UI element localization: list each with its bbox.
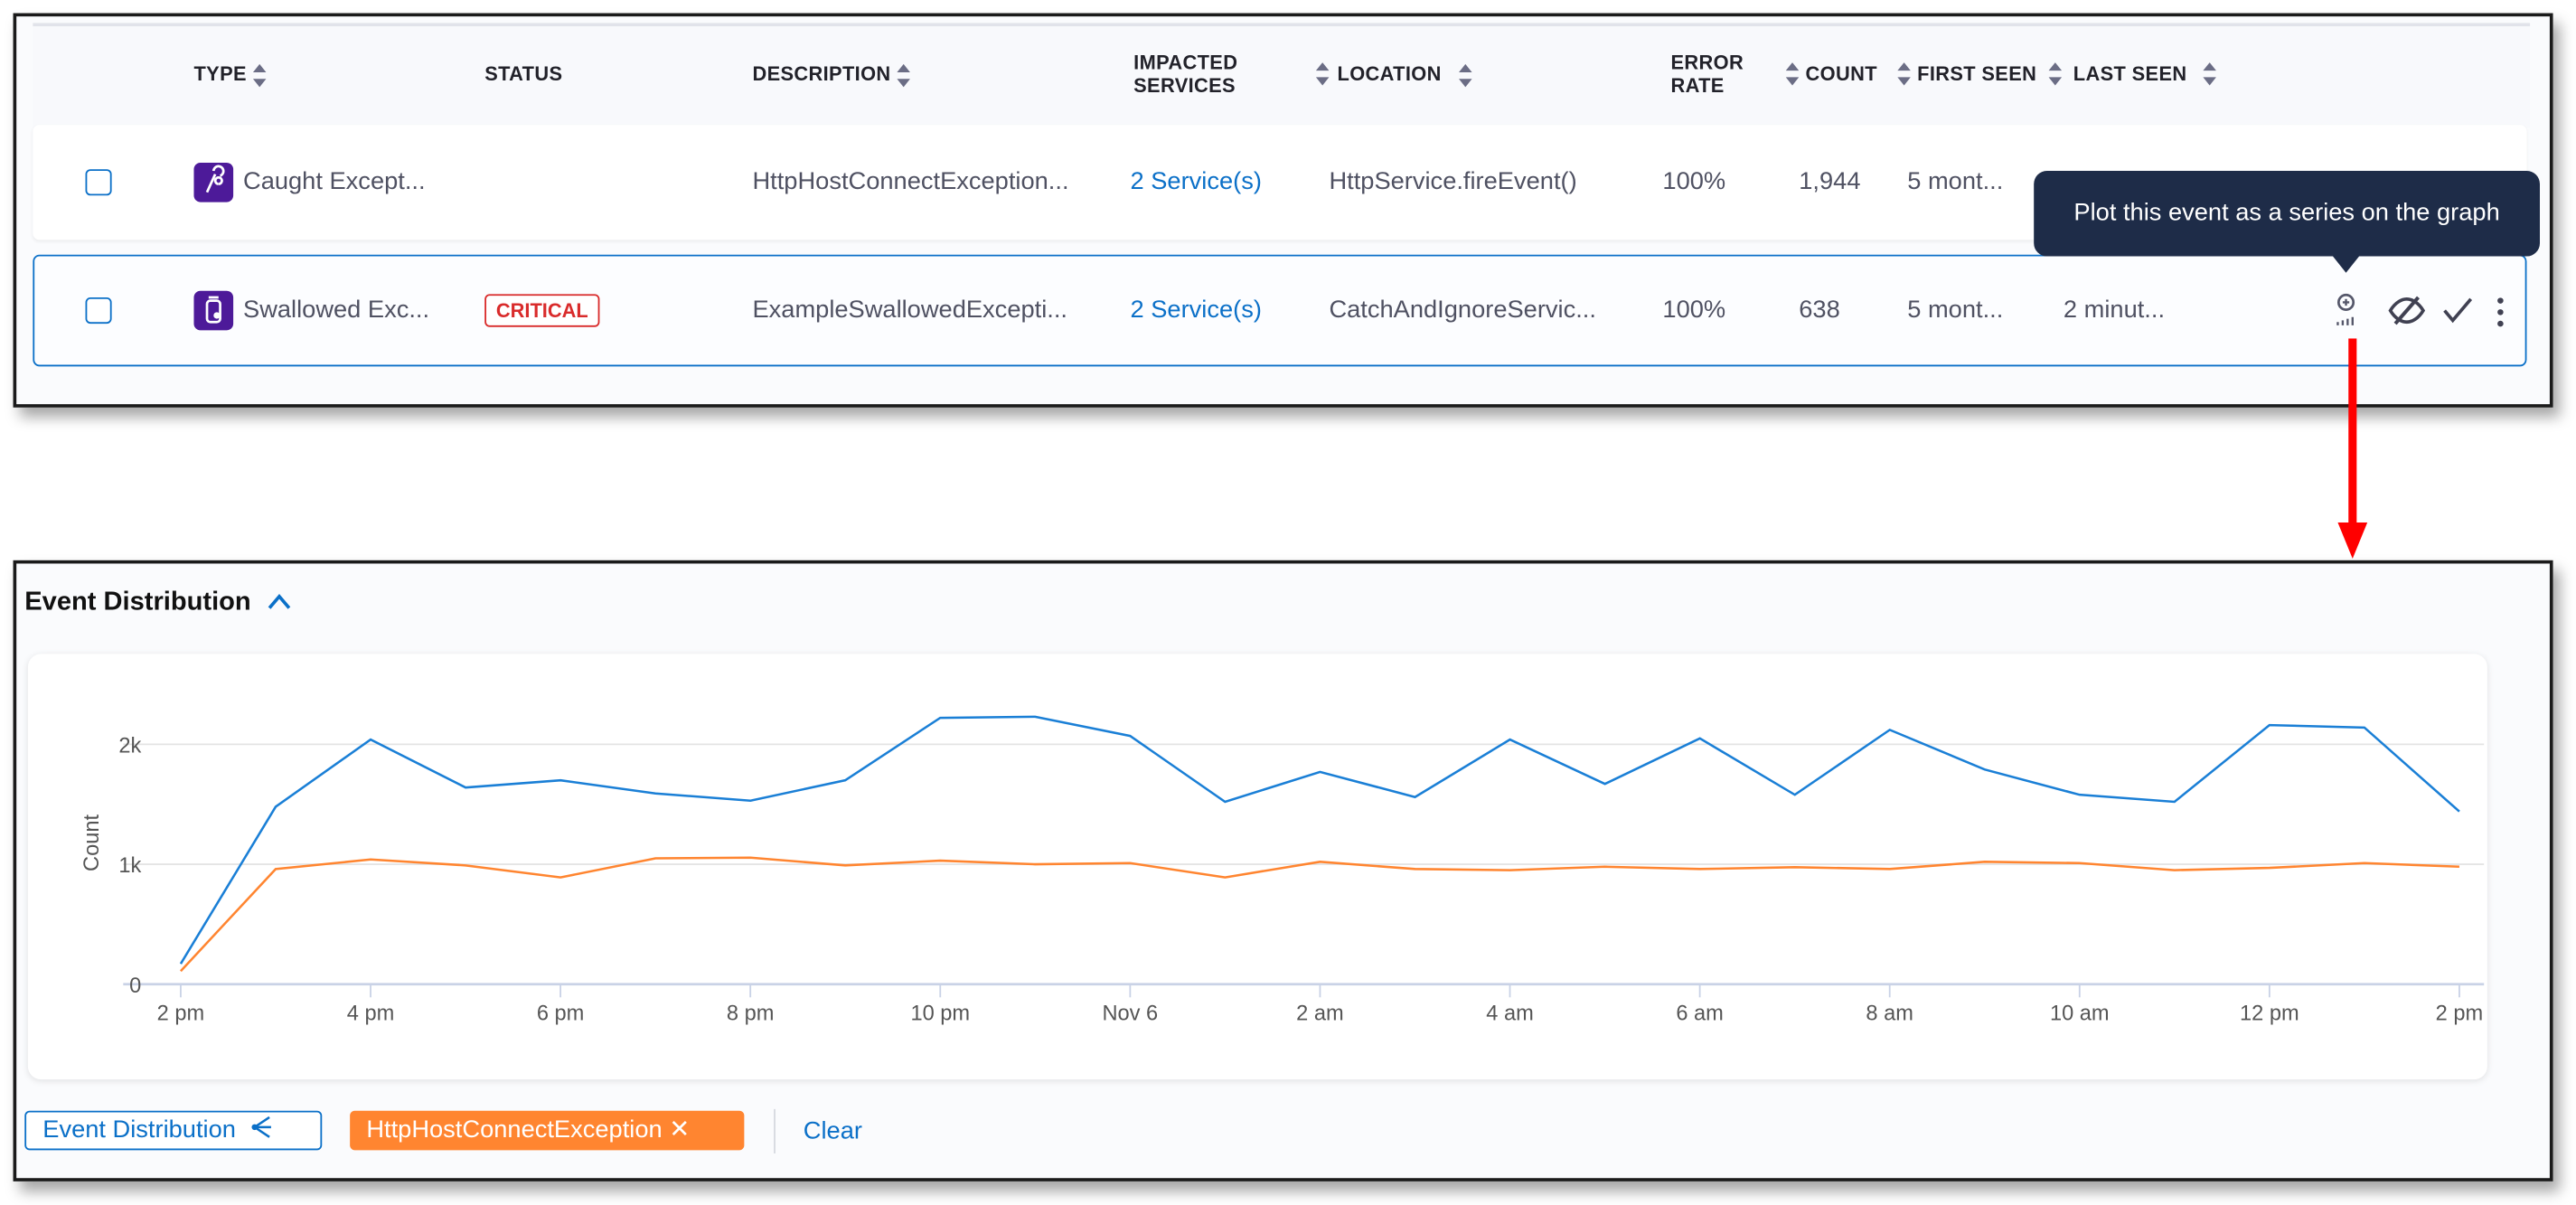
x-tick-label: 6 am <box>1676 1003 1724 1026</box>
sort-icon[interactable] <box>1785 62 1800 86</box>
column-label: DESCRIPTION <box>752 62 891 86</box>
count-text: 638 <box>1799 296 1840 325</box>
resolve-check-icon[interactable] <box>2443 297 2473 324</box>
plot-series-icon[interactable] <box>2333 293 2359 329</box>
column-count[interactable]: COUNT <box>1805 62 1877 86</box>
x-tick-label: 8 am <box>1866 1003 1913 1026</box>
chip-label: HttpHostConnectException <box>366 1116 663 1144</box>
event-distribution-series-button[interactable]: Event Distribution <box>24 1110 323 1151</box>
y-tick-label: 0 <box>129 974 141 998</box>
annotation-arrow-icon <box>2337 338 2368 559</box>
first-seen-text: 5 mont... <box>1907 296 2004 325</box>
x-tick-label: 10 pm <box>910 1003 970 1026</box>
chip-label: Event Distribution <box>42 1116 236 1144</box>
location-text: CatchAndIgnoreServic... <box>1329 296 1596 325</box>
swallowed-exception-icon <box>193 290 234 331</box>
description-text: HttpHostConnectException... <box>752 167 1069 196</box>
sort-icon[interactable] <box>1897 62 1911 86</box>
series-line-http-host-connect-exception <box>180 856 2459 973</box>
impacted-services-link[interactable]: 2 Service(s) <box>1130 167 1262 196</box>
row-checkbox[interactable] <box>85 169 112 196</box>
column-label: TYPE <box>193 62 247 86</box>
chart-card <box>27 654 2487 1080</box>
impacted-services-link[interactable]: 2 Service(s) <box>1130 296 1262 325</box>
x-tick-label: 4 am <box>1486 1003 1534 1026</box>
column-type[interactable]: TYPE <box>193 62 266 88</box>
chevron-up-icon[interactable] <box>266 591 292 611</box>
row-checkbox[interactable] <box>85 297 112 325</box>
description-text: ExampleSwallowedExcepti... <box>752 296 1068 325</box>
x-tick-label: 4 pm <box>347 1003 395 1026</box>
section-title: Event Distribution <box>24 588 251 617</box>
error-rate-text: 100% <box>1662 167 1726 196</box>
first-seen-text: 5 mont... <box>1907 167 2004 196</box>
x-tick-label: Nov 6 <box>1103 1003 1159 1026</box>
type-text: Caught Except... <box>243 167 426 196</box>
column-description[interactable]: DESCRIPTION <box>752 62 910 88</box>
y-tick-label: 1k <box>118 854 141 878</box>
column-first-seen[interactable]: FIRST SEEN <box>1917 62 2037 86</box>
status-badge: CRITICAL <box>484 294 600 327</box>
type-text: Swallowed Exc... <box>243 296 430 325</box>
x-tick-label: 2 pm <box>157 1003 204 1026</box>
tooltip: Plot this event as a series on the graph <box>2034 171 2541 273</box>
column-impacted-services[interactable]: IMPACTED SERVICES <box>1133 51 1238 98</box>
column-label: LOCATION <box>1337 62 1442 86</box>
sort-icon[interactable] <box>1459 63 1472 88</box>
x-tick-label: 6 pm <box>537 1003 585 1026</box>
divider <box>774 1108 776 1153</box>
sort-icon[interactable] <box>2048 62 2063 86</box>
count-text: 1,944 <box>1799 167 1861 196</box>
column-location[interactable]: LOCATION <box>1337 62 1472 88</box>
y-tick-label: 2k <box>118 734 141 758</box>
close-icon[interactable]: ✕ <box>669 1116 691 1144</box>
share-nodes-icon <box>250 1116 271 1138</box>
x-tick-label: 10 am <box>2050 1003 2110 1026</box>
error-rate-text: 100% <box>1662 296 1726 325</box>
event-series-chip[interactable]: HttpHostConnectException ✕ <box>350 1110 745 1151</box>
hide-eye-icon[interactable] <box>2387 296 2427 325</box>
sort-icon[interactable] <box>252 63 266 88</box>
sort-icon[interactable] <box>1315 62 1330 86</box>
location-text: HttpService.fireEvent() <box>1329 167 1577 196</box>
column-last-seen[interactable]: LAST SEEN <box>2073 62 2187 86</box>
x-tick-label: 8 pm <box>727 1003 775 1026</box>
more-options-icon[interactable] <box>2496 296 2505 328</box>
y-axis-label: Count <box>80 814 104 871</box>
series-line-event-distribution <box>179 715 2460 965</box>
last-seen-text: 2 minut... <box>2063 296 2166 325</box>
clear-button[interactable]: Clear <box>803 1116 862 1145</box>
sort-icon[interactable] <box>2203 62 2216 86</box>
table-header <box>33 23 2531 128</box>
sort-icon[interactable] <box>896 63 910 88</box>
column-error-rate[interactable]: ERROR RATE <box>1670 51 1744 98</box>
x-tick-label: 12 pm <box>2240 1003 2299 1026</box>
x-tick-label: 2 am <box>1296 1003 1344 1026</box>
caught-exception-icon <box>193 162 234 202</box>
column-status: STATUS <box>484 62 563 86</box>
x-tick-label: 2 pm <box>2436 1003 2484 1026</box>
table-row-selected[interactable]: Swallowed Exc... CRITICAL ExampleSwallow… <box>33 254 2527 367</box>
